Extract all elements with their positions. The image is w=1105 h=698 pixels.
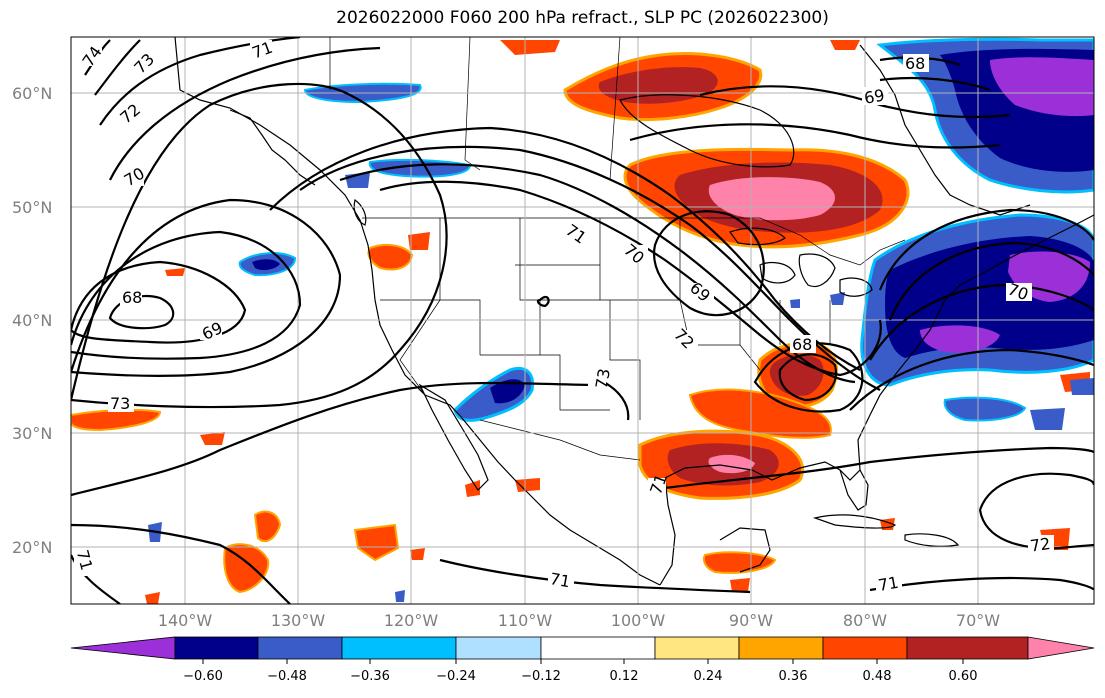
colorbar-segment [1027, 636, 1095, 660]
colorbar-segment [341, 636, 457, 660]
lon-label: 140°W [158, 611, 213, 630]
map-frame [70, 36, 1095, 605]
colorbar-segment [540, 636, 656, 660]
contour-label: 68 [792, 335, 812, 354]
contour-label: 72 [1029, 534, 1052, 556]
colorbar: −0.60 −0.48 −0.36 −0.24 −0.12 0.12 0.24 0.36 0.4… [70, 636, 1095, 684]
contour-label: 68 [905, 54, 925, 73]
colorbar-tick-label: 0.24 [694, 669, 723, 684]
contour-label: 73 [110, 394, 130, 413]
map-title: 2026022000 F060 200 hPa refract., SLP PC… [336, 8, 829, 28]
lat-label: 60°N [12, 84, 52, 103]
contour-label: 69 [863, 86, 886, 108]
colorbar-tick-label: 0.36 [779, 669, 808, 684]
colorbar-tick-label: −0.12 [521, 669, 561, 684]
lat-label: 40°N [12, 311, 52, 330]
lon-label: 110°W [498, 611, 553, 630]
colorbar-segment [822, 636, 908, 660]
colorbar-tick-label: 0.48 [863, 669, 892, 684]
positive-anomaly-fields [71, 40, 1090, 604]
map-content: 74 73 72 71 70 68 69 73 68 69 71 70 69 [71, 37, 1094, 604]
colorbar-tick-label: −0.60 [183, 669, 223, 684]
latitude-labels: 60°N 50°N 40°N 30°N 20°N [12, 84, 52, 557]
colorbar-tick-label: 0.60 [949, 669, 978, 684]
contour-label: 73 [592, 367, 614, 390]
contour-label: 71 [73, 548, 97, 573]
lat-label: 50°N [12, 198, 52, 217]
lat-label: 30°N [12, 424, 52, 443]
lat-label: 20°N [12, 538, 52, 557]
longitude-labels: 140°W 130°W 120°W 110°W 100°W 90°W 80°W … [158, 611, 1000, 630]
colorbar-segment [654, 636, 740, 660]
colorbar-segment [70, 636, 176, 660]
colorbar-tick-label: −0.24 [436, 669, 476, 684]
contour-label: 71 [548, 569, 571, 591]
lon-label: 120°W [384, 611, 439, 630]
colorbar-segment [455, 636, 542, 660]
lon-label: 70°W [956, 611, 1000, 630]
contour-label: 68 [122, 288, 142, 307]
colorbar-tick-label: −0.48 [267, 669, 307, 684]
colorbar-tick-label: −0.36 [350, 669, 390, 684]
colorbar-segment [906, 636, 1029, 660]
lon-label: 130°W [271, 611, 326, 630]
lon-label: 80°W [843, 611, 887, 630]
contour-label: 71 [877, 573, 900, 595]
negative-anomaly-fields [148, 37, 1094, 602]
colorbar-segment [257, 636, 343, 660]
lon-label: 90°W [729, 611, 773, 630]
colorbar-segment [738, 636, 824, 660]
coastlines [174, 37, 1094, 586]
colorbar-segment [174, 636, 259, 660]
colorbar-tick-label: 0.12 [610, 669, 639, 684]
lon-label: 100°W [611, 611, 666, 630]
